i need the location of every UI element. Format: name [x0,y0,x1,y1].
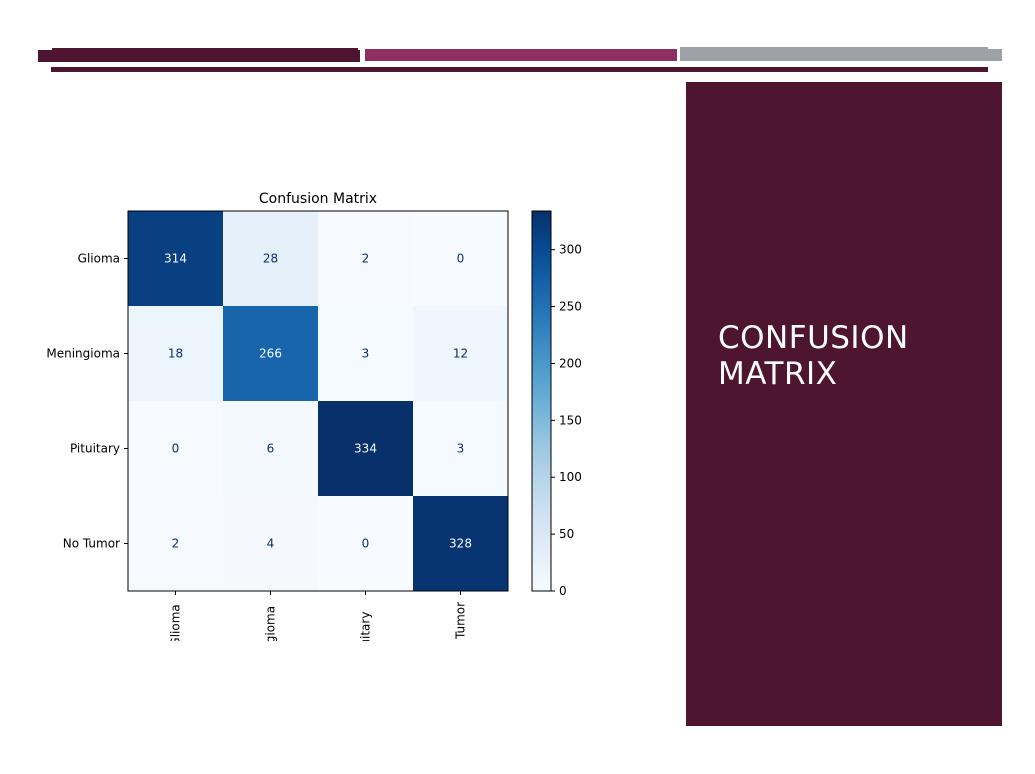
x-tick-label: ingioma [264,606,278,654]
heatmap-cell [128,306,223,401]
title-panel [686,82,1002,726]
heatmap-cell [128,496,223,591]
plot-frame [127,210,509,592]
x-tick-label: Glioma [169,604,183,646]
x-tick-labels: Glioma ingioma uitary Tumor [169,602,468,654]
cell-value-label: 28 [263,252,278,266]
colorbar-tick-label: 0 [559,584,567,598]
colorbar [531,210,552,592]
y-tick-label: Pituitary [70,442,120,456]
colorbar-tick-label: 250 [559,300,582,314]
cell-value-label: 3 [362,347,370,361]
colorbar-tick-label: 150 [559,413,582,427]
cell-value-label: 2 [172,537,180,551]
header-bar-dark-top [52,48,358,51]
header-bar-dark [38,50,360,62]
cell-value-label: 6 [267,442,275,456]
cell-value-label: 0 [362,537,370,551]
heatmap-cell [318,496,413,591]
cell-value-label: 328 [449,537,472,551]
heatmap-cell [413,306,508,401]
heatmap-cell [128,401,223,496]
y-tick-label: No Tumor [63,537,120,551]
header-bar-magenta [365,49,677,61]
cell-value-label: 3 [457,442,465,456]
cell-value-label: 334 [354,442,377,456]
header-rule [51,67,988,72]
heatmap-cell [128,211,223,306]
cell-value-label: 0 [457,252,465,266]
heatmap-cell [413,401,508,496]
heatmap-cell [318,306,413,401]
chart-title: Confusion Matrix [259,191,377,207]
colorbar-tick-label: 200 [559,356,582,370]
cell-value-label: 0 [172,442,180,456]
heatmap-cell [223,306,318,401]
y-tick-label: Glioma [78,252,120,266]
x-tick-label: Tumor [454,602,468,640]
header-bar-gray-top [680,47,988,50]
colorbar-tick-label: 300 [559,243,582,257]
heatmap-cell [413,211,508,306]
header-bar-gray [680,49,1002,61]
heatmap-cell [318,401,413,496]
cell-value-label: 4 [267,537,275,551]
heatmap-cell [223,401,318,496]
heatmap-cell [223,211,318,306]
heatmap-cell [318,211,413,306]
cell-value-label: 266 [259,347,282,361]
heatmap-cell [223,496,318,591]
heatmap-cell [413,496,508,591]
colorbar-tick-label: 50 [559,527,574,541]
y-tick-label: Meningioma [46,347,120,361]
slide-title: CONFUSION MATRIX [718,320,909,392]
cell-value-label: 18 [168,347,183,361]
cell-value-label: 12 [453,347,468,361]
cell-value-label: 314 [164,252,187,266]
cell-value-label: 2 [362,252,370,266]
x-tick-label: uitary [359,612,373,647]
colorbar-tick-label: 100 [559,470,582,484]
